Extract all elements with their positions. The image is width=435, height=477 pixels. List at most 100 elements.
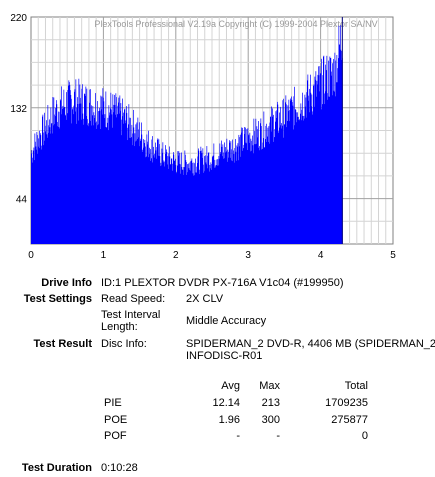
y-tick-label: 220 [10, 13, 27, 24]
chart-title: PlexTools Professional V2.19a Copyright … [94, 19, 377, 29]
drive-info-label: Drive Info [41, 277, 92, 289]
pie-bar [68, 80, 70, 245]
pie-bar [250, 138, 252, 244]
pie-bar [269, 122, 271, 244]
pie-bar [113, 112, 115, 244]
pie-bar [108, 130, 109, 244]
pie-bar [203, 172, 204, 244]
pie-bar [101, 109, 102, 244]
pie-bar [33, 147, 35, 244]
pie-bar [184, 167, 185, 244]
pie-bar [285, 102, 286, 244]
pie-bar [311, 94, 313, 244]
pie-bar [51, 123, 53, 244]
row-max: - [276, 430, 280, 442]
pie-bar [188, 163, 189, 244]
pie-bar [182, 169, 183, 244]
pie-bar [212, 155, 214, 244]
pie-bar [84, 94, 86, 245]
pie-bar [163, 162, 164, 244]
pie-bar [150, 160, 152, 244]
pie-bar [89, 102, 90, 244]
pie-bar [38, 138, 39, 244]
pie-bar [289, 110, 290, 244]
pie-bar [55, 116, 57, 244]
pie-bar [90, 89, 91, 245]
pie-bar [325, 64, 326, 245]
pie-bar [334, 91, 335, 244]
pie-bar [222, 144, 224, 244]
pie-bar [264, 147, 265, 244]
pie-bar [151, 158, 152, 244]
pie-bar [121, 119, 122, 244]
pie-bar [295, 109, 297, 244]
pie-bar [310, 92, 312, 244]
pie-bar [249, 132, 251, 244]
pie-bar [188, 168, 190, 244]
pie-bar [145, 146, 146, 244]
pie-bar [183, 167, 185, 244]
pie-bar [284, 124, 286, 244]
pie-bar [143, 147, 145, 244]
pie-bar [265, 139, 266, 244]
pie-bar [37, 153, 39, 244]
pie-bar [256, 143, 257, 244]
pie-bar [292, 102, 293, 245]
pie-bar [332, 95, 334, 244]
pie-bar [186, 162, 187, 244]
pie-bar [179, 152, 181, 244]
pie-bar [300, 103, 302, 244]
pie-bar [168, 168, 169, 244]
pie-bar [120, 110, 121, 245]
pie-bar [198, 148, 199, 244]
pie-bar [43, 132, 45, 244]
pie-bar [171, 158, 173, 244]
pie-bar [312, 111, 314, 244]
pie-bar [288, 111, 289, 245]
pie-bar [155, 142, 156, 244]
pie-bar [121, 135, 123, 244]
pie-bar [341, 50, 342, 244]
pie-bar [127, 127, 129, 244]
pie-bar [63, 89, 65, 244]
pie-bar [296, 112, 297, 244]
pie-bar [113, 104, 114, 244]
pie-bar [220, 151, 222, 244]
pie-bar [138, 137, 140, 244]
pie-bar [39, 130, 40, 244]
pie-bar [221, 146, 223, 244]
pie-bar [68, 85, 69, 244]
pie-bar [305, 106, 306, 245]
pie-bar [152, 162, 154, 244]
pie-bar [208, 153, 209, 244]
pie-bar [69, 82, 70, 244]
pie-bar [77, 97, 78, 245]
col-header-total: Total [344, 380, 368, 392]
pie-bar [70, 90, 71, 244]
interval-value: Middle Accuracy [186, 315, 267, 327]
pie-bar [104, 114, 106, 244]
pie-bar [196, 172, 197, 244]
pie-bar [292, 105, 294, 245]
pie-bar [37, 135, 38, 244]
pie-bar [190, 161, 191, 244]
pie-bar [134, 146, 135, 244]
pie-bar [338, 25, 340, 244]
pie-bar [310, 74, 311, 245]
pie-bar [174, 160, 176, 244]
pie-bar [326, 55, 328, 244]
pie-bar [98, 111, 99, 244]
pie-bar [220, 153, 221, 244]
pie-bar [303, 115, 305, 244]
pie-series [31, 17, 343, 245]
pie-bar [276, 117, 277, 244]
pie-bar [244, 133, 246, 244]
pie-bar [110, 108, 111, 245]
row-name: POF [104, 430, 127, 442]
pie-bar [140, 140, 141, 244]
pie-bar [189, 169, 190, 244]
pie-bar [201, 150, 202, 244]
pie-bar [261, 149, 263, 244]
pie-bar [225, 147, 226, 244]
pie-bar [243, 148, 244, 244]
